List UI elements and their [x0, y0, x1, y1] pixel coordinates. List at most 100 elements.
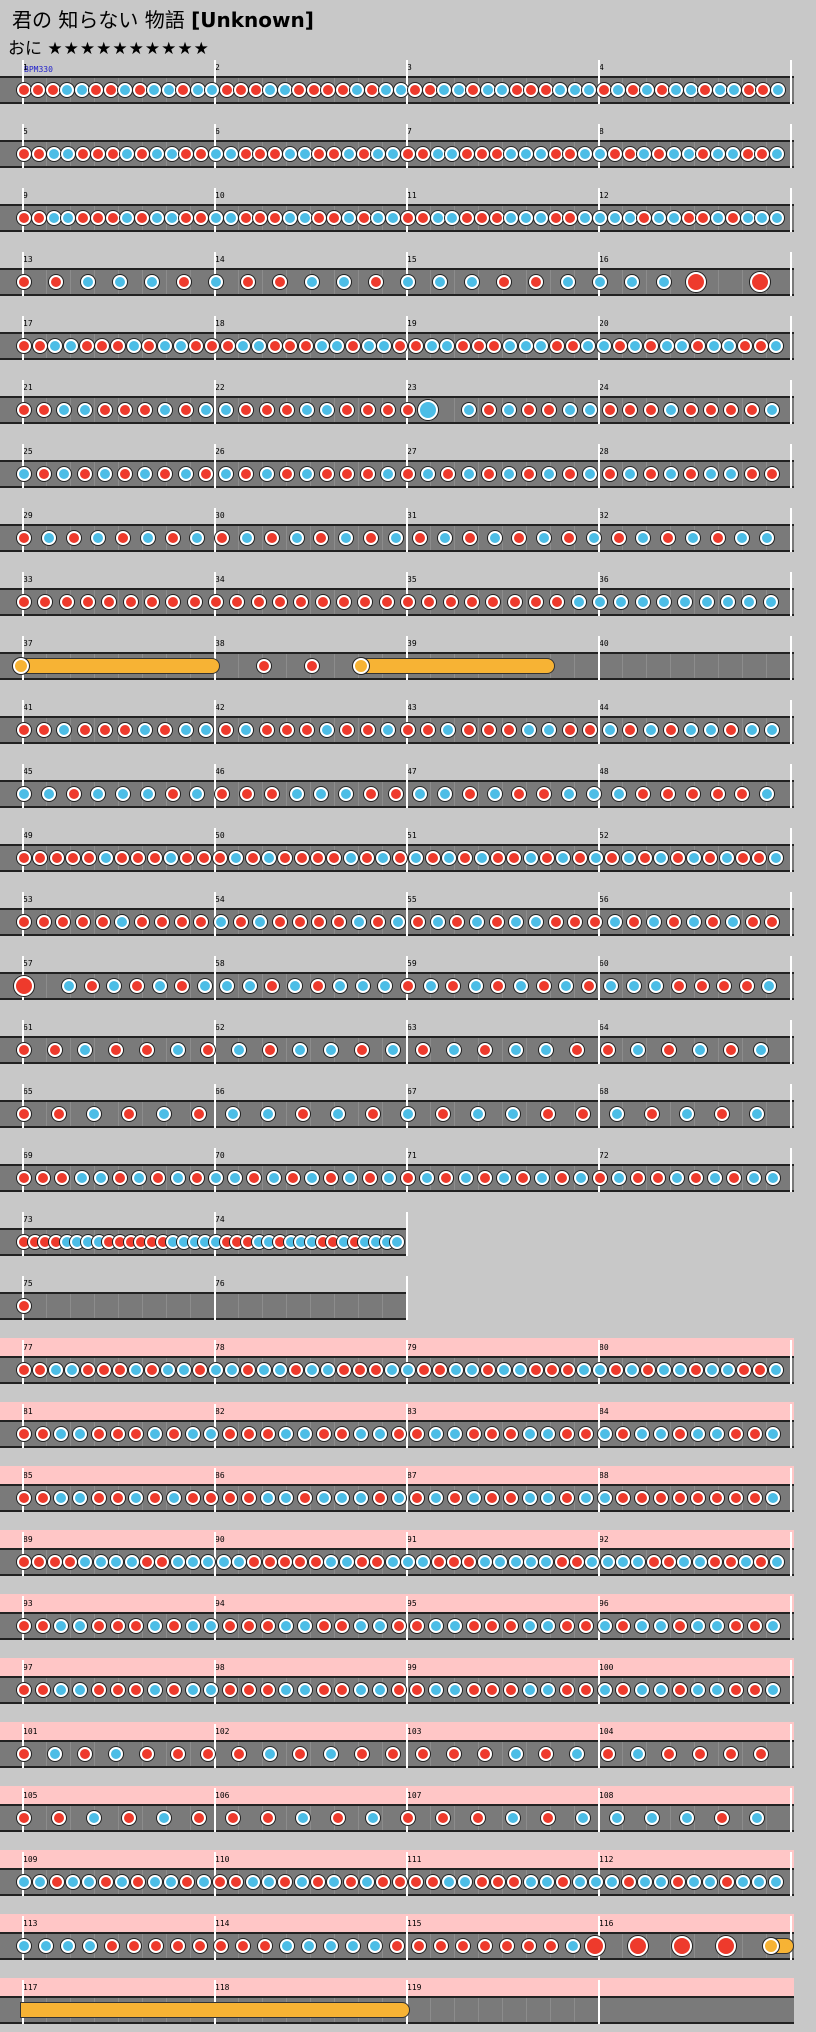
measure-number: 88	[599, 1471, 609, 1480]
measure-number: 37	[23, 639, 33, 648]
don-note	[545, 1363, 559, 1377]
don-note	[410, 1619, 425, 1633]
bar-line	[22, 764, 24, 808]
beat-line	[142, 1934, 143, 1958]
beat-line	[742, 1806, 743, 1830]
beat-line	[46, 974, 47, 998]
ka-note	[401, 1107, 415, 1121]
don-note	[609, 1363, 623, 1377]
beat-line	[310, 1102, 311, 1126]
don-note	[435, 1107, 450, 1121]
ka-note	[331, 1107, 346, 1121]
ka-note	[430, 147, 445, 161]
ka-note	[680, 1107, 695, 1121]
beat-line	[622, 142, 623, 166]
ka-note	[588, 851, 603, 865]
bar-line	[22, 444, 24, 488]
beat-line	[94, 910, 95, 934]
don-note	[241, 1619, 256, 1633]
ka-note	[339, 531, 354, 545]
measure-number: 76	[215, 1279, 225, 1288]
ka-note	[542, 723, 557, 737]
beat-line	[70, 910, 71, 934]
ka-note	[54, 1683, 69, 1697]
ka-note	[263, 83, 278, 97]
ka-note	[649, 979, 664, 993]
lane-bottom-line	[0, 870, 794, 872]
ka-note	[236, 339, 251, 353]
beat-line	[454, 1806, 455, 1830]
beat-line	[574, 1678, 575, 1702]
ka-note	[441, 723, 456, 737]
don-note	[214, 1939, 229, 1953]
don-note	[356, 147, 371, 161]
ka-note	[327, 1875, 342, 1889]
ka-note	[166, 1491, 181, 1505]
don-note	[239, 467, 254, 481]
ka-note	[635, 595, 650, 609]
don-note	[230, 595, 245, 609]
ka-note	[161, 83, 176, 97]
measure-number: 4	[599, 63, 604, 72]
ka-note	[593, 1363, 607, 1377]
don-note	[257, 659, 271, 673]
don-note	[670, 1875, 685, 1889]
bar-line	[22, 892, 24, 936]
don-note	[529, 275, 543, 289]
ka-note	[625, 275, 639, 289]
don-note	[460, 147, 475, 161]
ka-note	[316, 1491, 331, 1505]
beat-line	[718, 590, 719, 614]
lane-bottom-line	[0, 1510, 794, 1512]
beat-line	[622, 910, 623, 934]
don-note	[268, 147, 283, 161]
ka-note	[424, 339, 439, 353]
don-note	[717, 979, 732, 993]
ka-note	[409, 851, 424, 865]
ka-note	[185, 1555, 200, 1569]
ka-note	[465, 275, 479, 289]
don-note	[723, 1043, 738, 1057]
don-note	[91, 1427, 106, 1441]
lane-bottom-line	[0, 1574, 794, 1576]
don-note	[581, 979, 596, 993]
ka-note	[73, 1491, 88, 1505]
big-don-note	[750, 272, 770, 292]
don-note	[260, 1427, 275, 1441]
don-note	[331, 1811, 346, 1825]
don-note	[297, 1491, 312, 1505]
don-note	[385, 1747, 400, 1761]
measure-number: 47	[407, 767, 417, 776]
bar-line	[406, 1788, 408, 1832]
ka-note	[149, 211, 164, 225]
lane-bottom-line	[0, 1638, 794, 1640]
don-note	[363, 531, 378, 545]
don-note	[259, 403, 274, 417]
measure-number: 74	[215, 1215, 225, 1224]
ka-note	[262, 1875, 277, 1889]
measure-number: 97	[23, 1663, 33, 1672]
don-note	[332, 915, 347, 929]
beat-line	[742, 1038, 743, 1062]
don-note	[360, 467, 375, 481]
bar-line	[214, 188, 216, 232]
measure-number: 117	[23, 1983, 38, 1992]
ka-note	[380, 467, 395, 481]
don-note	[223, 1619, 238, 1633]
ka-note	[711, 147, 726, 161]
bar-line	[790, 1788, 792, 1832]
beat-line	[454, 270, 455, 294]
big-ka-note	[418, 400, 439, 420]
don-note	[189, 339, 204, 353]
ka-note	[223, 211, 238, 225]
bar-line	[790, 1468, 792, 1512]
lane-bottom-line	[0, 1382, 794, 1384]
measure-number: 57	[23, 959, 33, 968]
ka-note	[413, 787, 428, 801]
ka-note	[330, 339, 345, 353]
don-note	[369, 275, 383, 289]
don-note	[205, 339, 220, 353]
ka-note	[416, 1555, 431, 1569]
ka-note	[279, 1491, 294, 1505]
beat-line	[526, 270, 527, 294]
